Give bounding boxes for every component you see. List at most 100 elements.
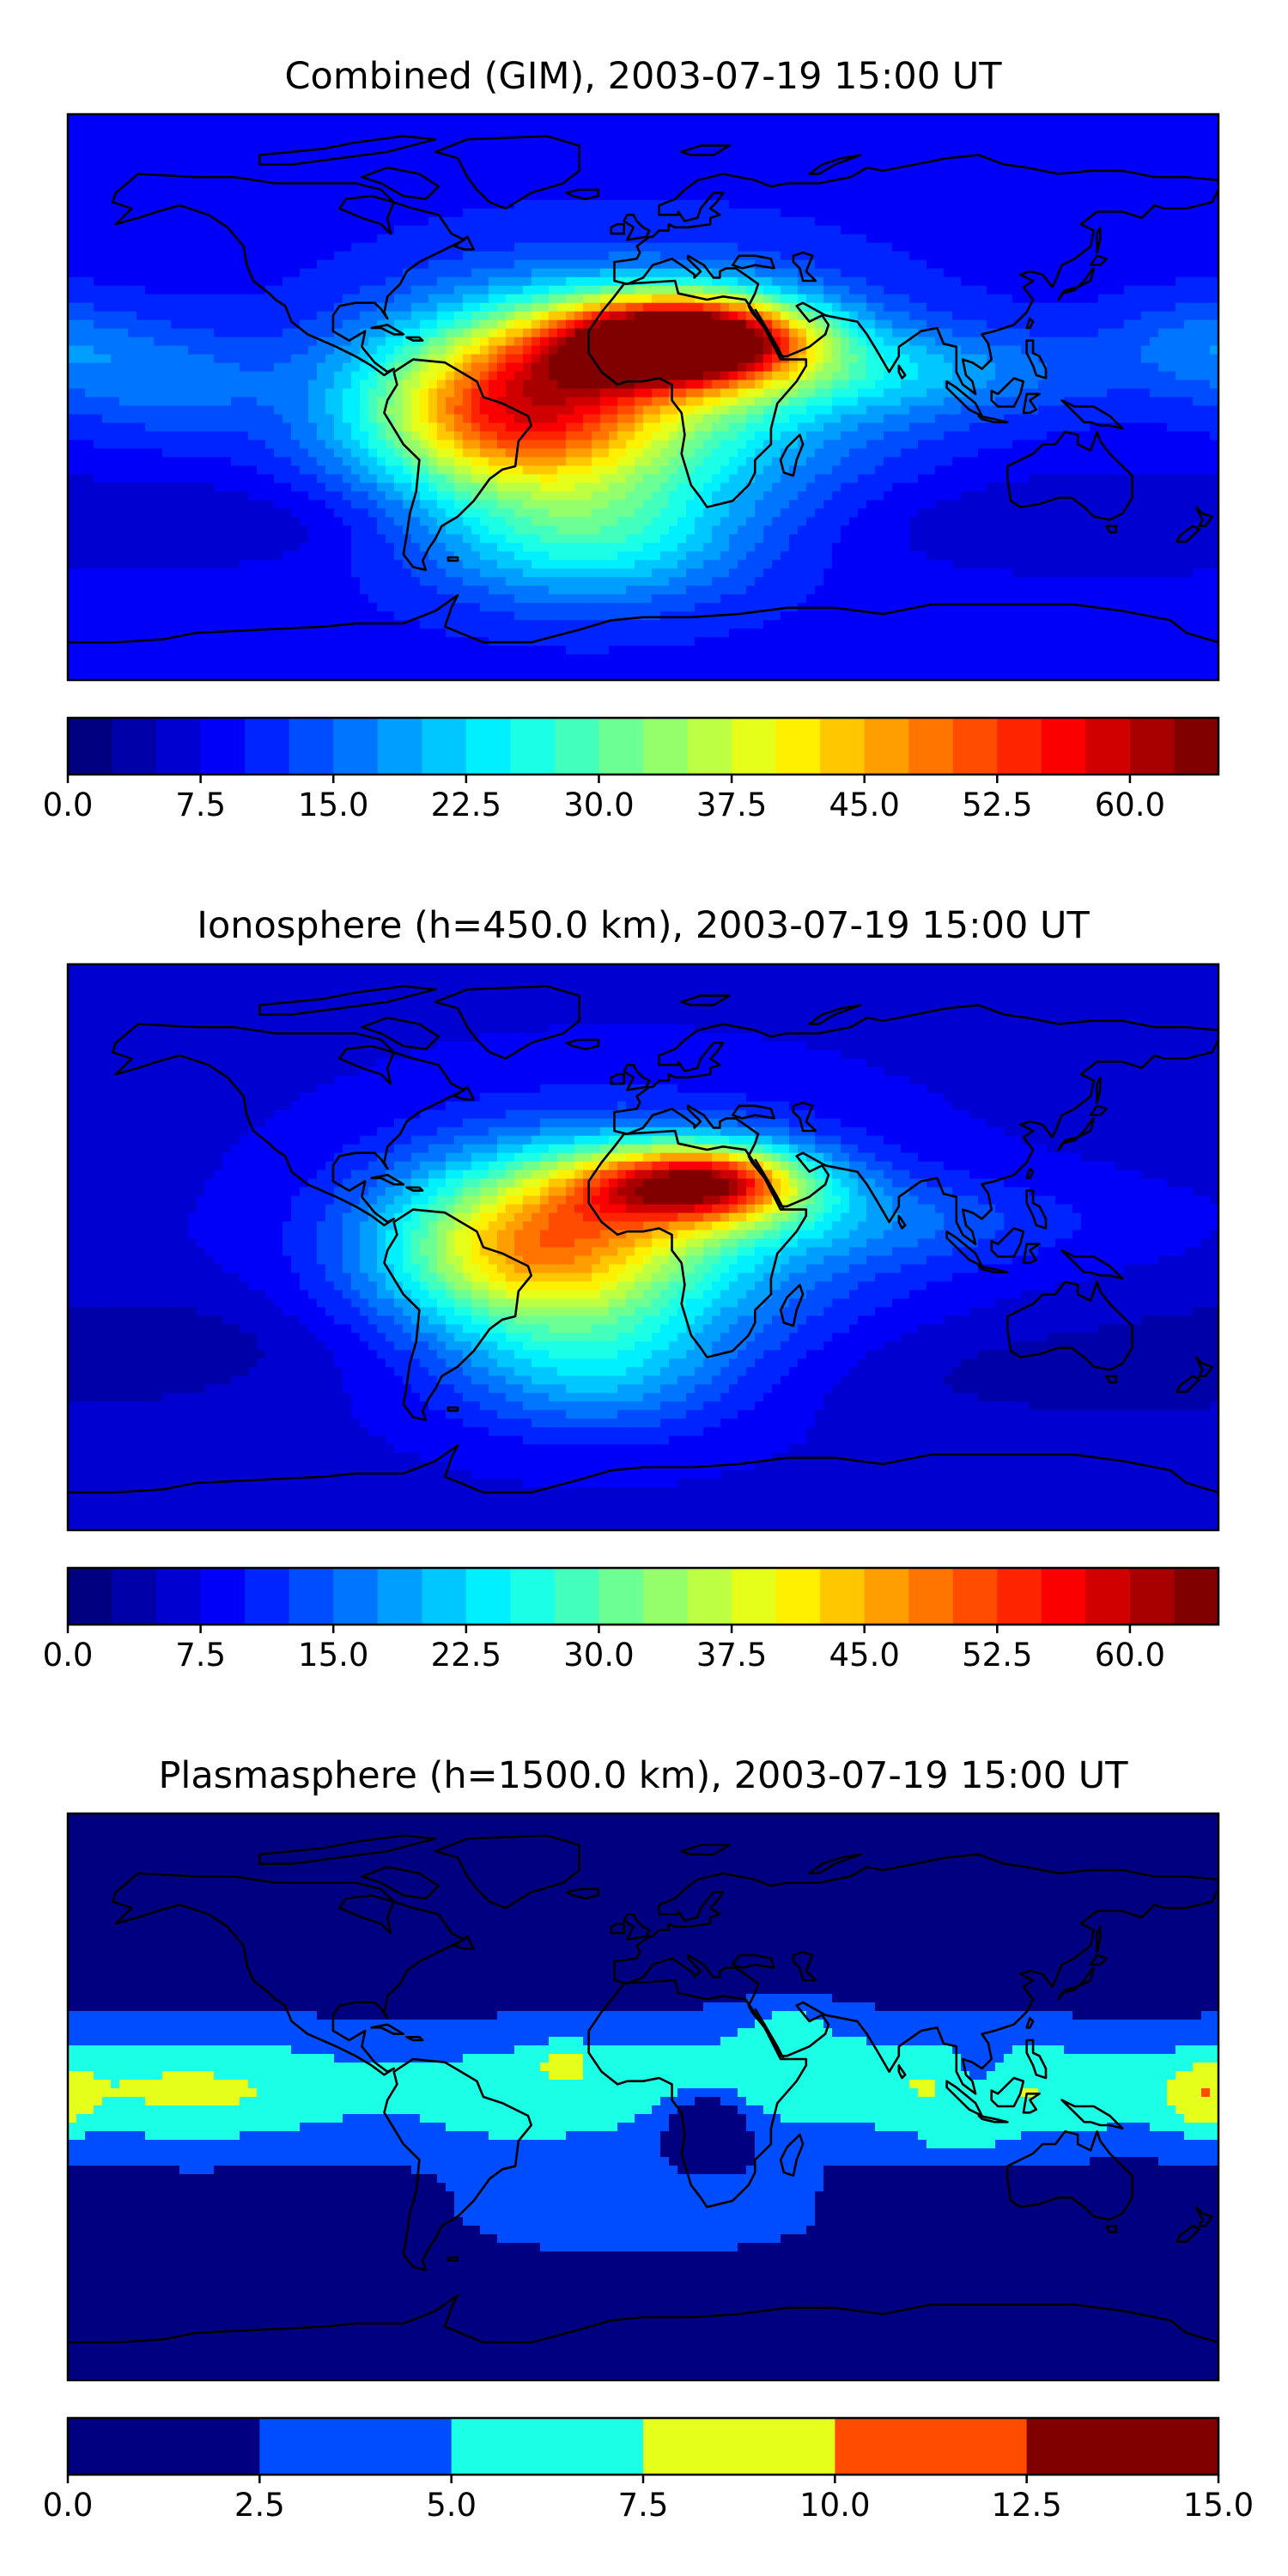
field-cell	[609, 173, 618, 184]
field-cell	[884, 156, 893, 167]
field-cell	[600, 148, 610, 158]
field-cell	[420, 242, 429, 252]
field-cell	[695, 380, 704, 390]
field-cell	[454, 259, 464, 270]
field-cell	[214, 139, 223, 149]
field-cell	[265, 165, 275, 175]
field-cell	[935, 337, 945, 347]
field-cell	[815, 208, 824, 218]
field-cell	[532, 354, 541, 364]
field-cell	[111, 182, 120, 192]
field-cell	[1012, 208, 1022, 218]
field-cell	[437, 156, 447, 167]
field-cell	[102, 422, 112, 433]
field-cell	[695, 156, 704, 167]
field-cell	[1115, 371, 1125, 381]
field-cell	[798, 234, 807, 244]
field-cell	[549, 388, 558, 398]
field-cell	[1012, 276, 1022, 287]
field-cell	[1201, 285, 1211, 295]
field-cell	[978, 337, 987, 347]
field-cell	[300, 208, 309, 218]
field-cell	[1124, 371, 1133, 381]
field-cell	[626, 182, 635, 192]
field-cell	[1141, 234, 1151, 244]
field-cell	[660, 371, 670, 381]
field-cell	[85, 311, 94, 321]
field-cell	[1004, 405, 1013, 416]
field-cell	[1158, 285, 1168, 295]
field-cell	[875, 285, 884, 295]
field-cell	[841, 165, 850, 175]
field-cell	[480, 225, 489, 235]
field-cell	[884, 354, 893, 364]
field-cell	[823, 208, 833, 218]
field-cell	[532, 414, 541, 424]
field-cell	[1115, 234, 1125, 244]
field-cell	[952, 371, 962, 381]
field-cell	[806, 242, 816, 252]
field-cell	[643, 191, 653, 201]
field-cell	[815, 225, 824, 235]
field-cell	[884, 225, 893, 235]
field-cell	[76, 234, 86, 244]
field-cell	[660, 199, 670, 210]
field-cell	[471, 225, 481, 235]
field-cell	[240, 259, 249, 270]
field-cell	[566, 122, 575, 132]
field-cell	[557, 405, 567, 416]
field-cell	[523, 251, 532, 261]
field-cell	[927, 139, 936, 149]
field-cell	[111, 388, 120, 398]
field-cell	[677, 345, 687, 355]
field-cell	[214, 259, 223, 270]
field-cell	[652, 362, 661, 373]
field-cell	[188, 371, 197, 381]
field-cell	[85, 319, 94, 330]
field-cell	[832, 328, 841, 338]
field-cell	[832, 405, 841, 416]
field-cell	[935, 405, 945, 416]
field-cell	[806, 362, 816, 373]
field-cell	[1150, 156, 1159, 167]
field-cell	[85, 422, 94, 433]
field-cell	[137, 371, 146, 381]
field-cell	[154, 276, 163, 287]
field-cell	[532, 319, 541, 330]
field-cell	[471, 294, 481, 304]
field-cell	[480, 311, 489, 321]
field-cell	[729, 191, 738, 201]
field-cell	[334, 148, 343, 158]
field-cell	[119, 337, 129, 347]
field-cell	[617, 371, 627, 381]
field-cell	[1055, 242, 1065, 252]
field-cell	[154, 302, 163, 313]
field-cell	[626, 414, 635, 424]
field-cell	[76, 345, 86, 355]
field-cell	[918, 131, 927, 141]
field-cell	[978, 371, 987, 381]
field-cell	[1193, 354, 1202, 364]
field-cell	[609, 397, 618, 407]
field-cell	[1004, 371, 1013, 381]
field-cell	[841, 114, 850, 124]
field-cell	[162, 285, 172, 295]
field-cell	[660, 337, 670, 347]
field-cell	[386, 131, 395, 141]
field-cell	[858, 319, 867, 330]
field-cell	[961, 302, 970, 313]
field-cell	[343, 234, 352, 244]
field-cell	[1124, 319, 1133, 330]
field-cell	[1081, 302, 1091, 313]
field-cell	[935, 173, 945, 184]
field-cell	[720, 114, 730, 124]
field-cell	[1012, 114, 1022, 124]
field-cell	[437, 139, 447, 149]
field-cell	[755, 276, 764, 287]
field-cell	[386, 380, 395, 390]
field-cell	[428, 216, 438, 227]
field-cell	[849, 114, 859, 124]
field-cell	[909, 397, 919, 407]
field-cell	[978, 268, 987, 278]
field-cell	[652, 216, 661, 227]
